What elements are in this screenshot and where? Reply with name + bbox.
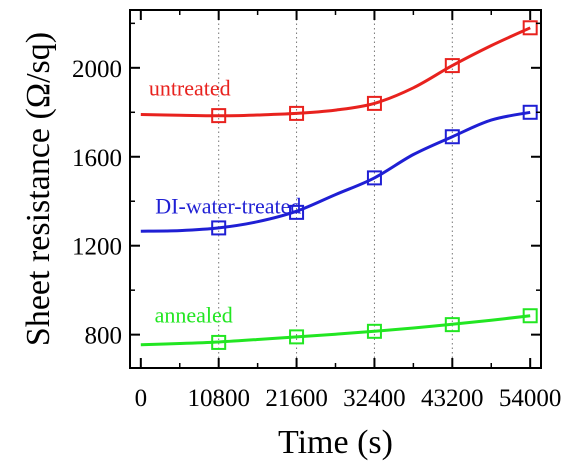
x-tick-label: 10800: [187, 385, 250, 412]
x-tick-label: 54000: [499, 385, 562, 412]
data-point-marker: [444, 129, 460, 145]
x-tick-label: 0: [135, 385, 148, 412]
series-line: [140, 314, 531, 347]
series-labels: untreated DI-water-treated annealed: [149, 76, 302, 328]
data-point-marker: [211, 108, 227, 124]
data-point-marker: [366, 323, 382, 339]
y-tick-label: 1200: [72, 234, 122, 261]
data-point-marker: [366, 170, 382, 186]
data-point-marker: [522, 20, 538, 36]
data-point-marker: [211, 334, 227, 350]
axis-ticks: [130, 10, 541, 368]
x-axis-title: Time (s): [278, 424, 393, 461]
data-point-marker: [366, 95, 382, 111]
series-line: [140, 26, 531, 118]
series-line: [140, 110, 531, 233]
data-point-marker: [444, 58, 460, 74]
series-curves: [140, 26, 531, 347]
x-tick-label: 21600: [265, 385, 328, 412]
y-tick-label: 2000: [72, 56, 122, 83]
series-markers: [211, 20, 538, 350]
data-point-marker: [522, 308, 538, 324]
series-label: untreated: [149, 76, 231, 101]
data-point-marker: [289, 105, 305, 121]
tick-labels: 0 10800 21600 32400 43200 54000 800 1200 1600 200…: [72, 56, 561, 412]
y-tick-label: 1600: [72, 145, 122, 172]
grid-lines: [218, 10, 453, 368]
data-point-marker: [211, 220, 227, 236]
data-point-marker: [289, 204, 305, 220]
data-point-marker: [289, 329, 305, 345]
series-label: DI-water-treated: [155, 193, 301, 218]
y-tick-label: 800: [85, 323, 123, 350]
y-axis-title: Sheet resistance (Ω/sq): [20, 32, 57, 346]
series-label: annealed: [155, 302, 233, 327]
data-point-marker: [444, 317, 460, 333]
x-tick-label: 43200: [421, 385, 484, 412]
x-tick-label: 32400: [343, 385, 406, 412]
